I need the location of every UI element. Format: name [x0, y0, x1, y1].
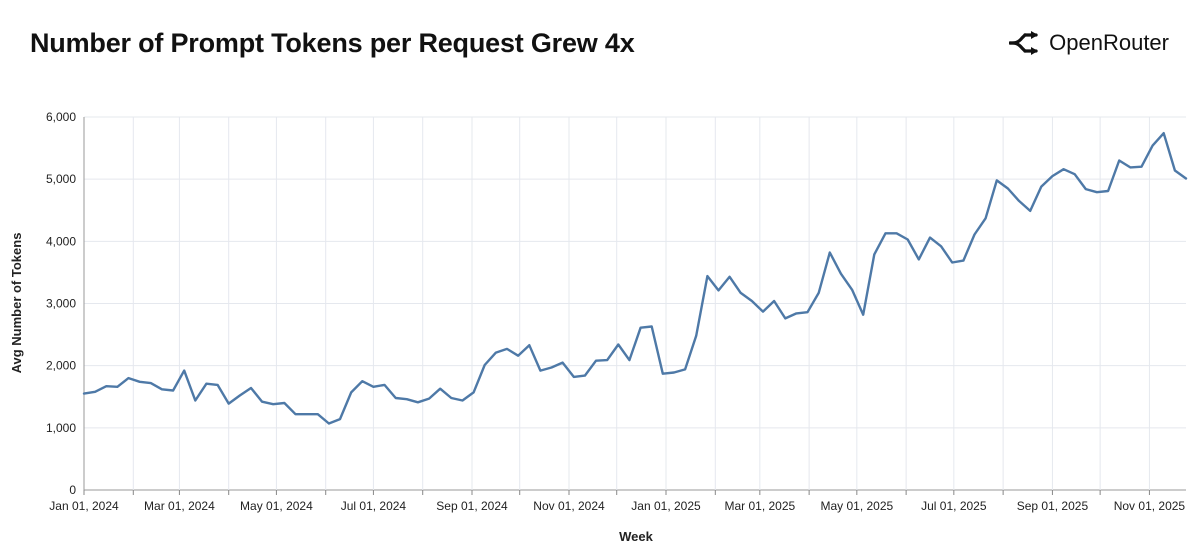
y-tick-label: 4,000	[46, 234, 76, 248]
y-tick-label: 6,000	[46, 110, 76, 124]
x-tick-label: Nov 01, 2024	[533, 499, 605, 513]
axes: 0 1,000 2,000 3,000 4,000 5,000 6,000 Jan 01, 2…	[46, 110, 1185, 513]
x-tick-label: May 01, 2025	[820, 499, 893, 513]
x-tick-label: Nov 01, 2025	[1114, 499, 1186, 513]
y-axis-label: Avg Number of Tokens	[9, 233, 24, 374]
x-tick-label: Sep 01, 2024	[436, 499, 508, 513]
x-tick-label: Jul 01, 2024	[341, 499, 407, 513]
series-line	[82, 131, 1188, 425]
y-tick-label: 2,000	[46, 359, 76, 373]
y-tick-label: 1,000	[46, 421, 76, 435]
series	[82, 131, 1188, 425]
x-tick-label: Mar 01, 2024	[144, 499, 215, 513]
x-tick-label: Jul 01, 2025	[921, 499, 987, 513]
x-tick-label: Jan 01, 2025	[631, 499, 701, 513]
brand-name: OpenRouter	[1049, 30, 1169, 55]
grid	[83, 116, 1186, 491]
brand[interactable]: OpenRouter	[1009, 30, 1169, 56]
y-tick-label: 0	[69, 483, 76, 497]
openrouter-logo-icon	[1009, 31, 1039, 55]
x-tick-label: Jan 01, 2024	[49, 499, 119, 513]
y-tick-label: 5,000	[46, 172, 76, 186]
x-tick-label: Sep 01, 2025	[1017, 499, 1089, 513]
x-tick-label: May 01, 2024	[240, 499, 313, 513]
x-tick-label: Mar 01, 2025	[724, 499, 795, 513]
x-axis-label: Week	[619, 529, 653, 544]
y-tick-label: 3,000	[46, 297, 76, 311]
chart-title: Number of Prompt Tokens per Request Grew…	[30, 28, 635, 58]
